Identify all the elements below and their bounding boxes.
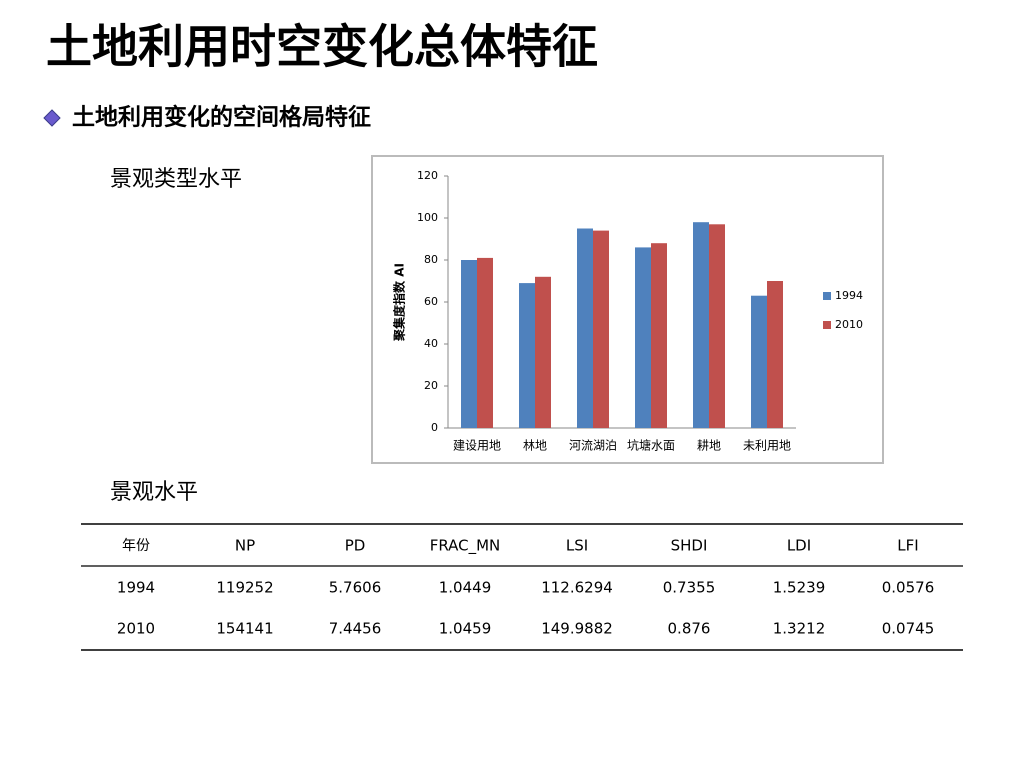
table-cell: 0.876 (668, 620, 711, 638)
y-tick-label: 100 (417, 211, 438, 224)
bar (651, 243, 667, 428)
y-tick-label: 80 (424, 253, 438, 266)
bar (593, 230, 609, 428)
bar (709, 224, 725, 428)
table-cell: 154141 (216, 620, 273, 638)
bar (693, 222, 709, 428)
y-tick-label: 0 (431, 421, 438, 434)
table-cell: 5.7606 (329, 579, 382, 597)
y-tick-label: 60 (424, 295, 438, 308)
bar (635, 247, 651, 428)
y-tick-label: 120 (417, 169, 438, 182)
bullet (43, 109, 61, 127)
table-header: LFI (897, 537, 918, 555)
bar (751, 295, 767, 428)
y-axis-label: 聚集度指数 AI (392, 263, 407, 342)
legend-label: 2010 (835, 318, 863, 331)
table-header: PD (345, 537, 366, 555)
x-tick-label: 建设用地 (453, 439, 501, 453)
table-header: NP (235, 537, 255, 555)
table-cell: 0.7355 (663, 579, 716, 597)
x-tick-label: 耕地 (697, 438, 721, 453)
table-cell: 1.3212 (773, 620, 826, 638)
bar (519, 283, 535, 428)
bar (577, 228, 593, 428)
table-header: SHDI (671, 537, 708, 555)
subtitle: 土地利用变化的空间格局特征 (72, 104, 371, 131)
section-label: 景观水平 (110, 480, 198, 505)
bar (477, 257, 493, 428)
x-tick-label: 林地 (523, 439, 547, 453)
y-tick-label: 40 (424, 337, 438, 350)
y-tick-label: 20 (424, 379, 438, 392)
table-cell: 112.6294 (541, 579, 613, 597)
table-cell: 7.4456 (329, 620, 382, 638)
table-header: LDI (787, 537, 811, 555)
legend-swatch (823, 321, 831, 329)
bar (461, 260, 477, 428)
table-cell: 1994 (117, 579, 155, 597)
table-header: FRAC_MN (430, 537, 501, 556)
slide-title: 土地利用时空变化总体特征 (46, 20, 598, 74)
legend-label: 1994 (835, 289, 863, 302)
legend-swatch (823, 292, 831, 300)
table-header: 年份 (122, 538, 150, 554)
x-tick-label: 河流湖泊 (569, 438, 617, 453)
table-cell: 119252 (216, 579, 273, 597)
section-label: 景观类型水平 (110, 167, 242, 192)
chart-frame (371, 155, 884, 464)
table-cell: 2010 (117, 620, 155, 638)
table-cell: 1.0449 (439, 579, 492, 597)
x-tick-label: 坑塘水面 (627, 438, 675, 453)
bar (767, 281, 783, 428)
table-cell: 1.5239 (773, 579, 826, 597)
x-tick-label: 未利用地 (743, 439, 791, 453)
table-header: LSI (566, 537, 588, 555)
table-cell: 149.9882 (541, 620, 613, 638)
table-cell: 1.0459 (439, 620, 492, 638)
table-cell: 0.0745 (882, 620, 935, 638)
bar (535, 276, 551, 428)
table-cell: 0.0576 (882, 579, 935, 597)
